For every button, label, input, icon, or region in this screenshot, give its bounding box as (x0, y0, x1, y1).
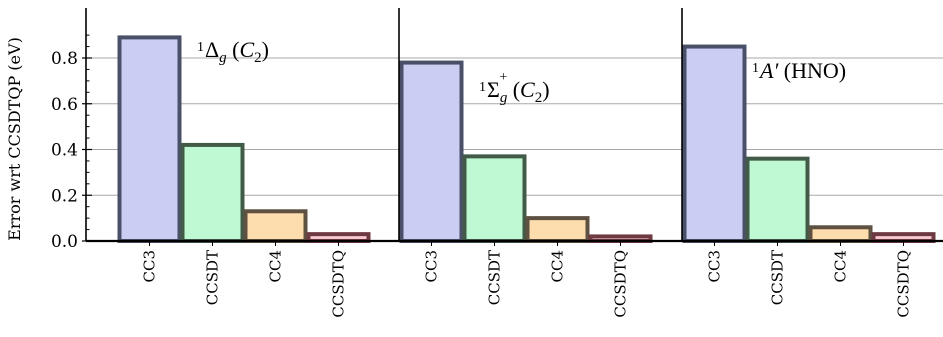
category-label-ccsdtq: CCSDTQ (612, 250, 630, 318)
category-label-ccsdtq: CCSDTQ (895, 250, 913, 318)
category-label-ccsdt: CCSDT (486, 250, 504, 305)
bar-ccsdt-panel-3 (745, 156, 810, 243)
y-axis-label: Error wrt CCSDTQP (eV) (5, 37, 24, 241)
y-tick-label: 0.0 (51, 232, 78, 252)
category-label-cc3: CC3 (423, 250, 441, 283)
panel-label-1: 1Δg (C2) (197, 37, 269, 66)
category-label-cc4: CC4 (267, 250, 285, 283)
bar-cc4-panel-2 (525, 216, 590, 243)
category-label-cc3: CC3 (706, 250, 724, 283)
y-tick-label: 0.2 (51, 186, 78, 206)
bar-cc3-panel-2 (399, 60, 464, 244)
category-label-cc3: CC3 (141, 250, 159, 283)
category-label-cc4: CC4 (549, 250, 567, 283)
axes-layer (82, 8, 943, 246)
y-tick-label: 0.4 (51, 141, 78, 161)
bar-ccsdt-panel-1 (180, 142, 245, 243)
bar-cc3-panel-1 (117, 35, 182, 243)
bar-ccsdt-panel-2 (462, 154, 527, 243)
category-label-ccsdt: CCSDT (204, 250, 222, 305)
category-label-cc4: CC4 (832, 250, 850, 283)
bar-cc4-panel-1 (243, 209, 308, 243)
bar-cc3-panel-3 (682, 44, 747, 243)
panel-label-2: 1Σg+ (C2) (479, 70, 550, 106)
panel-label-3: 1A′ (HNO) (752, 58, 846, 83)
y-tick-label: 0.8 (51, 49, 78, 69)
labels-layer: 0.0 0.2 0.4 0.6 0.8 Error wrt CCSDTQP (eV) CC3… (5, 37, 913, 318)
category-label-ccsdtq: CCSDTQ (330, 250, 348, 318)
bar-cc4-panel-3 (808, 225, 873, 243)
y-tick-label: 0.6 (51, 95, 78, 115)
category-label-ccsdt: CCSDT (769, 250, 787, 305)
